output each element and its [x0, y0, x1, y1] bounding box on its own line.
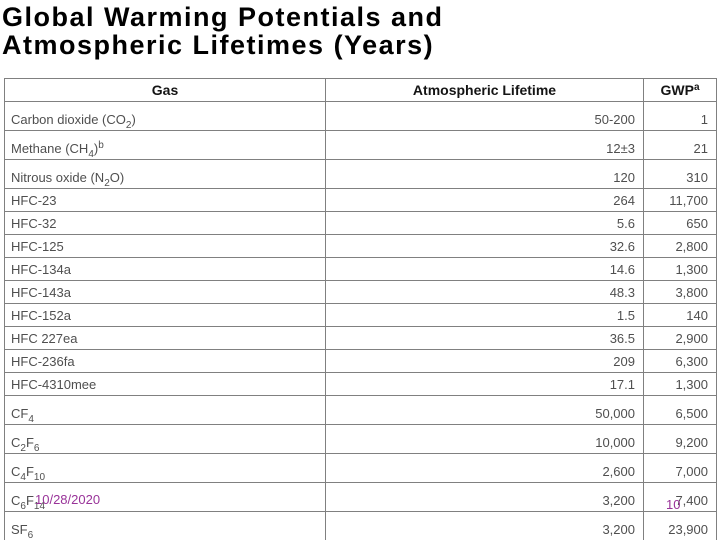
gas-cell: Methane (CH4)b: [4, 130, 326, 160]
table-row: CF4 50,000 6,500: [4, 395, 717, 425]
table-row: SF6 3,200 23,900: [4, 511, 717, 540]
table-row: HFC 227ea 36.5 2,900: [4, 326, 717, 350]
table-row: HFC-236fa 209 6,300: [4, 349, 717, 373]
gwp-cell: 140: [643, 303, 717, 327]
lifetime-cell: 209: [325, 349, 644, 373]
lifetime-cell: 32.6: [325, 234, 644, 258]
gas-cell: C6F14: [4, 482, 326, 512]
gas-cell: Carbon dioxide (CO2): [4, 101, 326, 131]
lifetime-cell: 12±3: [325, 130, 644, 160]
lifetime-cell: 2,600: [325, 453, 644, 483]
gwp-cell: 310: [643, 159, 717, 189]
gwp-cell: 9,200: [643, 424, 717, 454]
column-header-lifetime: Atmospheric Lifetime: [325, 78, 644, 102]
gas-cell: HFC-236fa: [4, 349, 326, 373]
slide-title: Global Warming Potentials and Atmospheri…: [2, 2, 444, 60]
lifetime-cell: 3,200: [325, 482, 644, 512]
gwp-cell: 1: [643, 101, 717, 131]
gwp-cell: 23,900: [643, 511, 717, 540]
table-row: HFC-152a 1.5 140: [4, 303, 717, 327]
table-row: Methane (CH4)b 12±3 21: [4, 130, 717, 160]
table-row: HFC-134a 14.6 1,300: [4, 257, 717, 281]
gwp-cell: 1,300: [643, 372, 717, 396]
gas-cell: C4F10: [4, 453, 326, 483]
gas-cell: SF6: [4, 511, 326, 540]
gas-cell: HFC-143a: [4, 280, 326, 304]
table-row: Nitrous oxide (N2O) 120 310: [4, 159, 717, 189]
lifetime-cell: 50,000: [325, 395, 644, 425]
gas-cell: C2F6: [4, 424, 326, 454]
gwp-cell: 7,000: [643, 453, 717, 483]
table-row: C6F14 3,200 7,400: [4, 482, 717, 512]
lifetime-cell: 17.1: [325, 372, 644, 396]
gwp-cell: 2,800: [643, 234, 717, 258]
gwp-cell: 6,300: [643, 349, 717, 373]
table-row: HFC-32 5.6 650: [4, 211, 717, 235]
gas-cell: HFC-32: [4, 211, 326, 235]
table-row: Carbon dioxide (CO2) 50-200 1: [4, 101, 717, 131]
gwp-cell: 21: [643, 130, 717, 160]
table-row: C4F10 2,600 7,000: [4, 453, 717, 483]
gwp-cell: 650: [643, 211, 717, 235]
lifetime-cell: 36.5: [325, 326, 644, 350]
footer-page-number: 10: [666, 497, 681, 512]
gas-cell: Nitrous oxide (N2O): [4, 159, 326, 189]
gwp-table: Gas Atmospheric Lifetime GWPa Carbon dio…: [4, 78, 717, 540]
lifetime-cell: 3,200: [325, 511, 644, 540]
footer-date: 10/28/2020: [35, 492, 101, 507]
column-header-gwp: GWPa: [643, 78, 717, 102]
table-body: Carbon dioxide (CO2) 50-200 1 Methane (CH4)…: [4, 101, 717, 540]
lifetime-cell: 1.5: [325, 303, 644, 327]
gas-cell: HFC-125: [4, 234, 326, 258]
gas-cell: HFC-23: [4, 188, 326, 212]
gwp-cell: 2,900: [643, 326, 717, 350]
lifetime-cell: 50-200: [325, 101, 644, 131]
gas-cell: CF4: [4, 395, 326, 425]
lifetime-cell: 10,000: [325, 424, 644, 454]
lifetime-cell: 264: [325, 188, 644, 212]
gas-cell: HFC 227ea: [4, 326, 326, 350]
lifetime-cell: 48.3: [325, 280, 644, 304]
gas-cell: HFC-152a: [4, 303, 326, 327]
gas-cell: HFC-4310mee: [4, 372, 326, 396]
table-header-row: Gas Atmospheric Lifetime GWPa: [4, 78, 717, 102]
lifetime-cell: 14.6: [325, 257, 644, 281]
gwp-cell: 3,800: [643, 280, 717, 304]
gas-cell: HFC-134a: [4, 257, 326, 281]
table-row: HFC-125 32.6 2,800: [4, 234, 717, 258]
gwp-cell: 7,400: [643, 482, 717, 512]
gwp-cell: 1,300: [643, 257, 717, 281]
table-row: C2F6 10,000 9,200: [4, 424, 717, 454]
gwp-cell: 11,700: [643, 188, 717, 212]
table-row: HFC-143a 48.3 3,800: [4, 280, 717, 304]
lifetime-cell: 120: [325, 159, 644, 189]
table-row: HFC-23 264 11,700: [4, 188, 717, 212]
column-header-gas: Gas: [4, 78, 326, 102]
gwp-cell: 6,500: [643, 395, 717, 425]
lifetime-cell: 5.6: [325, 211, 644, 235]
table-row: HFC-4310mee 17.1 1,300: [4, 372, 717, 396]
